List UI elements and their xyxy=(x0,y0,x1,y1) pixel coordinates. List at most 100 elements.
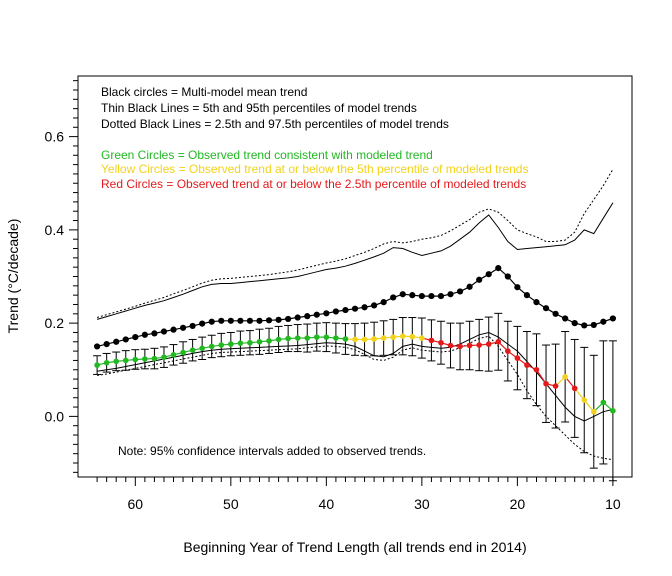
observed-point xyxy=(514,355,521,361)
x-tick-label: 40 xyxy=(319,496,335,512)
mean-point xyxy=(265,317,273,324)
observed-point xyxy=(438,339,444,346)
mean-point xyxy=(609,315,616,322)
mean-point xyxy=(151,330,158,337)
x-tick-label: 60 xyxy=(128,496,144,512)
y-tick-label: 0.4 xyxy=(45,222,65,238)
mean-point xyxy=(122,336,129,343)
y-axis: 0.0 0.2 0.4 0.6 xyxy=(45,80,78,473)
mean-point xyxy=(371,302,378,309)
observed-point xyxy=(361,336,368,343)
y-tick-label: 0.6 xyxy=(45,129,65,145)
mean-point xyxy=(533,299,540,306)
observed-point xyxy=(294,335,301,341)
mean-point xyxy=(199,320,206,327)
legend-entry: Green Circles = Observed trend consisten… xyxy=(101,148,433,162)
mean-point xyxy=(313,311,320,318)
observed-point xyxy=(447,342,454,349)
mean-point xyxy=(523,292,531,299)
mean-point xyxy=(409,292,416,299)
observed-point xyxy=(571,385,578,392)
observed-point xyxy=(103,359,110,366)
legend-entry: Thin Black Lines = 5th and 95th percenti… xyxy=(101,101,417,115)
observed-point xyxy=(199,345,205,352)
mean-point xyxy=(399,291,406,298)
legend-entry: Red Circles = Observed trend at or below… xyxy=(101,177,526,191)
observed-point xyxy=(256,338,263,345)
observed-point xyxy=(610,407,616,414)
x-tick-label: 50 xyxy=(223,496,239,512)
mean-point xyxy=(304,313,311,320)
observed-point xyxy=(94,362,100,368)
observed-point xyxy=(208,343,215,350)
y-axis-label: Trend (°C/decade) xyxy=(5,219,21,334)
observed-point xyxy=(352,336,358,343)
mean-point xyxy=(218,317,225,324)
note-text: Note: 95% confidence intervals added to … xyxy=(118,444,426,458)
mean-point xyxy=(141,331,148,338)
observed-point xyxy=(189,347,196,353)
y-tick-label: 0.2 xyxy=(45,315,65,331)
mean-point xyxy=(380,299,387,306)
percentile-bands xyxy=(96,169,614,461)
observed-point xyxy=(476,342,482,348)
observed-point xyxy=(275,336,282,343)
mean-point xyxy=(361,304,368,311)
mean-point xyxy=(294,314,301,321)
mean-point xyxy=(590,321,597,329)
mean-point xyxy=(113,338,120,345)
x-axis-label: Beginning Year of Trend Length (all tren… xyxy=(183,539,526,555)
mean-point xyxy=(237,317,244,324)
observed-point xyxy=(543,380,549,387)
x-axis: 60 50 40 30 20 10 xyxy=(96,477,621,512)
mean-point xyxy=(94,343,101,350)
x-tick-label: 10 xyxy=(605,496,621,512)
observed-point xyxy=(113,358,120,365)
mean-point xyxy=(256,317,263,324)
observed-point xyxy=(333,335,339,341)
observed-point xyxy=(409,333,416,340)
mean-point xyxy=(351,305,359,312)
observed-point xyxy=(161,354,167,360)
observed-point xyxy=(466,342,473,349)
mean-point xyxy=(476,276,483,283)
multi-model-mean-points xyxy=(94,265,616,350)
mean-point xyxy=(466,283,473,290)
mean-point xyxy=(485,271,492,278)
mean-point xyxy=(103,341,110,348)
mean-point xyxy=(246,317,254,324)
mean-point xyxy=(504,273,511,280)
observed-point xyxy=(419,335,425,341)
mean-point xyxy=(456,288,464,295)
mean-point xyxy=(332,308,339,315)
mean-point xyxy=(600,318,607,325)
legend-entry: Yellow Circles = Observed trend at or be… xyxy=(101,162,528,176)
observed-point xyxy=(428,337,435,344)
observed-point xyxy=(151,355,158,362)
mean-point xyxy=(514,284,521,291)
mean-point xyxy=(571,320,578,327)
x-tick-label: 20 xyxy=(510,496,526,512)
observed-point xyxy=(247,339,253,346)
legend-entry: Dotted Black Lines = 2.5th and 97.5th pe… xyxy=(101,117,449,131)
percentile-95th-line xyxy=(96,202,614,320)
mean-point xyxy=(390,294,397,301)
observed-point xyxy=(562,373,568,380)
mean-point xyxy=(342,306,349,314)
percentile-97-5th-line xyxy=(96,169,614,318)
observed-point xyxy=(132,356,139,363)
mean-point xyxy=(227,317,234,324)
observed-point xyxy=(552,383,559,389)
plot-frame xyxy=(77,75,633,478)
observed-point xyxy=(122,357,129,364)
mean-point xyxy=(179,324,187,331)
mean-point xyxy=(160,328,168,335)
mean-point xyxy=(418,292,425,300)
axes: 60 50 40 30 20 10 0.0 0.2 0.4 0.6 xyxy=(45,75,633,512)
mean-point xyxy=(552,310,559,317)
observed-point xyxy=(590,408,597,415)
observed-point xyxy=(142,356,148,362)
observed-point xyxy=(505,348,511,354)
observed-point xyxy=(170,352,177,358)
observed-point xyxy=(228,341,234,347)
